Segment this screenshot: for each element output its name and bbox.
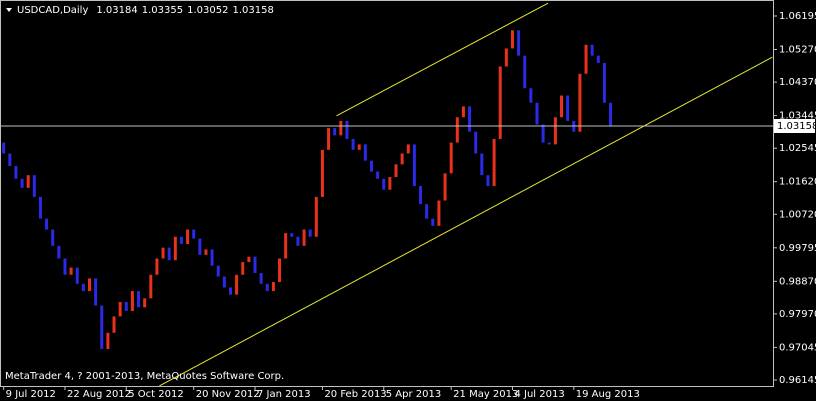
copyright: MetaTrader 4, ? 2001-2013, MetaQuotes So… xyxy=(5,371,284,382)
x-tick-label: 4 Jul 2013 xyxy=(514,389,564,400)
y-tick-label: 0.99795 xyxy=(779,243,816,254)
channel-line xyxy=(336,2,549,117)
y-tick-label: 1.04370 xyxy=(779,77,816,88)
x-tick-label: 20 Feb 2013 xyxy=(324,389,386,400)
menu-arrow[interactable] xyxy=(6,8,12,12)
header-value: 1.03355 xyxy=(142,5,183,16)
y-tick-label: 1.05270 xyxy=(779,45,816,56)
header-value: 1.03158 xyxy=(232,5,273,16)
x-tick-label: 20 Nov 2012 xyxy=(196,389,260,400)
header-value: 1.03184 xyxy=(96,5,137,16)
y-tick-label: 1.02545 xyxy=(779,143,816,154)
x-tick-label: 5 Apr 2013 xyxy=(386,389,441,400)
x-tick-label: 19 Aug 2013 xyxy=(576,389,640,400)
symbol: USDCAD,Daily xyxy=(17,5,88,16)
plot-frame xyxy=(0,0,774,387)
y-tick-label: 1.03445 xyxy=(779,111,816,122)
price-label-box xyxy=(774,118,815,133)
x-tick-label: 21 May 2013 xyxy=(453,389,518,400)
x-tick-label: 5 Oct 2012 xyxy=(128,389,183,400)
x-tick-label: 9 Jul 2012 xyxy=(6,389,56,400)
y-tick-label: 1.06195 xyxy=(779,11,816,22)
header-value: 1.03052 xyxy=(187,5,228,16)
x-tick-label: 7 Jan 2013 xyxy=(257,389,311,400)
y-tick-label: 1.01620 xyxy=(779,177,816,188)
y-tick-label: 0.96145 xyxy=(779,375,816,386)
channel-line xyxy=(159,56,773,387)
y-tick-label: 0.97045 xyxy=(779,342,816,353)
x-tick-label: 22 Aug 2012 xyxy=(67,389,131,400)
plot-area xyxy=(0,2,773,387)
price-label: 1.03158 xyxy=(777,121,816,132)
header-values: 1.03184 1.03355 1.03052 1.03158 xyxy=(96,5,273,16)
